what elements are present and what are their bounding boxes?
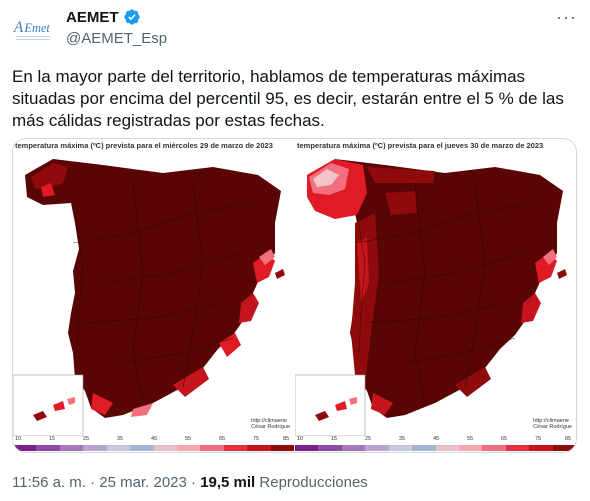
legend-tick: 45 (151, 436, 158, 442)
legend-swatch (365, 445, 389, 451)
svg-text:Emet: Emet (23, 21, 50, 35)
legend-tick: 85 (283, 436, 290, 442)
map-credit-url: http://climaene (251, 418, 287, 424)
aemet-logo-icon: A Emet (13, 19, 50, 40)
more-options-icon[interactable]: ··· (556, 7, 577, 27)
legend-swatch (176, 445, 201, 451)
legend-tick: 35 (399, 436, 406, 442)
legend-tick: 10 (297, 436, 304, 442)
avatar[interactable]: A Emet (12, 8, 54, 50)
legend-swatch (341, 445, 366, 451)
legend-color-bar (295, 445, 576, 451)
temperature-map-image (295, 153, 576, 436)
legend-swatch (153, 445, 177, 451)
legend-tick: 65 (219, 436, 226, 442)
legend-swatch (247, 445, 271, 451)
tweet-date[interactable]: 25 mar. 2023 (99, 474, 187, 491)
legend-tick: 45 (433, 436, 440, 442)
legend-swatch (59, 445, 84, 451)
legend-tick: 15 (49, 436, 56, 442)
temperature-map-image (13, 153, 294, 436)
tweet-text: En la mayor parte del territorio, hablam… (12, 67, 564, 130)
map-credit-url: http://climaene (533, 418, 569, 424)
legend-tick: 10 (15, 436, 22, 442)
meta-separator: · (191, 474, 201, 491)
map-legend: 10 15 25 35 45 55 65 75 85 (13, 436, 295, 452)
legend-tick: 35 (117, 436, 124, 442)
tweet-media[interactable]: temperatura máxima (ºC) prevista para el… (12, 138, 577, 453)
map-credit: http://climaene César Rodrígue (251, 418, 290, 430)
map-title: temperatura máxima (ºC) prevista para el… (297, 141, 544, 150)
legend-ticks: 10 15 25 35 45 55 65 75 85 (13, 436, 294, 445)
legend-tick: 25 (83, 436, 90, 442)
verified-badge-icon (123, 9, 140, 25)
legend-swatch (295, 445, 319, 451)
legend-swatch (529, 445, 553, 451)
views-label: Reproducciones (259, 474, 368, 491)
map-legend: 10 15 25 35 45 55 65 75 85 (295, 436, 576, 452)
map-panel-wednesday: temperatura máxima (ºC) prevista para el… (13, 139, 295, 452)
author-name[interactable]: AEMET (66, 8, 119, 26)
legend-ticks: 10 15 25 35 45 55 65 75 85 (295, 436, 576, 445)
legend-swatch (223, 445, 248, 451)
map-title: temperatura máxima (ºC) prevista para el… (15, 141, 273, 150)
legend-swatch (83, 445, 107, 451)
legend-swatch (318, 445, 342, 451)
legend-swatch (130, 445, 154, 451)
legend-swatch (13, 445, 37, 451)
legend-swatch (505, 445, 530, 451)
legend-tick: 75 (535, 436, 542, 442)
author-handle[interactable]: @AEMET_Esp (66, 30, 168, 47)
legend-swatch (388, 445, 413, 451)
legend-color-bar (13, 445, 295, 451)
tweet-time[interactable]: 11:56 a. m. (12, 474, 86, 491)
legend-swatch (36, 445, 60, 451)
legend-swatch (106, 445, 131, 451)
legend-tick: 85 (565, 436, 572, 442)
legend-swatch (435, 445, 459, 451)
legend-tick: 65 (501, 436, 508, 442)
legend-tick: 75 (253, 436, 260, 442)
legend-swatch (200, 445, 224, 451)
legend-tick: 55 (185, 436, 192, 442)
legend-tick: 15 (331, 436, 338, 442)
tweet-meta: 11:56 a. m. · 25 mar. 2023 · 19,5 mil Re… (12, 474, 368, 491)
legend-tick: 25 (365, 436, 372, 442)
legend-swatch (458, 445, 483, 451)
svg-text:A: A (13, 19, 24, 36)
map-panel-thursday: temperatura máxima (ºC) prevista para el… (295, 139, 576, 452)
legend-swatch (270, 445, 295, 451)
meta-separator: · (90, 474, 100, 491)
legend-swatch (412, 445, 436, 451)
views-count: 19,5 mil (200, 474, 256, 491)
legend-tick: 55 (467, 436, 474, 442)
map-credit-author: César Rodrígue (251, 424, 290, 430)
author-name-row[interactable]: AEMET (66, 8, 141, 26)
legend-swatch (552, 445, 576, 451)
map-credit: http://climaene César Rodrígue (533, 418, 572, 430)
map-credit-author: César Rodrígue (533, 424, 572, 430)
legend-swatch (482, 445, 506, 451)
